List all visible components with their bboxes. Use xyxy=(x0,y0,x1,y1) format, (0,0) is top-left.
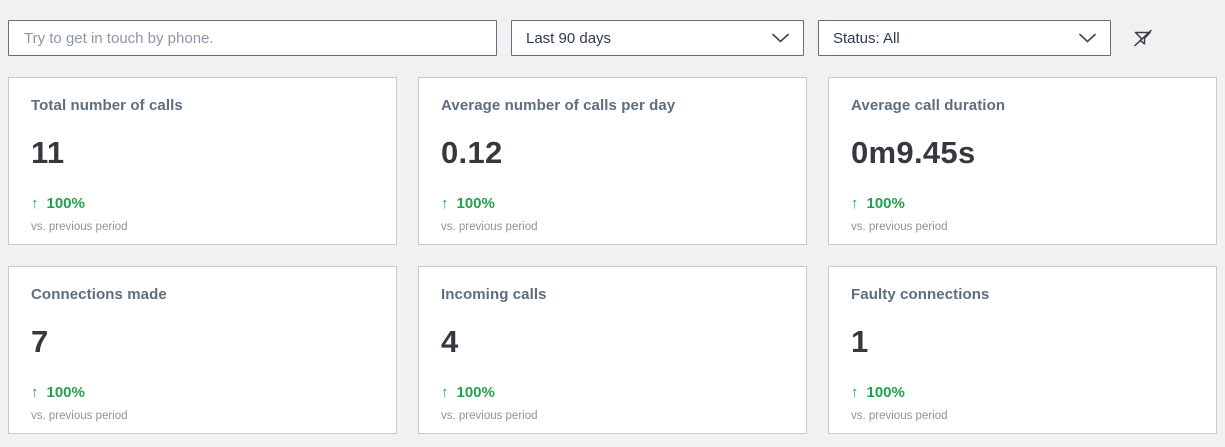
stat-value: 1 xyxy=(851,324,869,359)
stat-title: Average number of calls per day xyxy=(441,97,676,114)
trend-up-icon: ↑ xyxy=(441,384,449,401)
filter-off-icon xyxy=(1131,26,1155,50)
stat-value: 4 xyxy=(441,324,459,359)
trend-up-icon: ↑ xyxy=(851,195,859,212)
stat-value: 0m9.45s xyxy=(851,135,976,170)
trend-up-icon: ↑ xyxy=(851,384,859,401)
stat-comparison: vs. previous period xyxy=(31,221,128,233)
filter-bar: Last 90 days Status: All xyxy=(0,0,1225,56)
stat-trend: ↑ 100% xyxy=(31,195,374,212)
chevron-down-icon xyxy=(1079,33,1096,43)
stat-comparison: vs. previous period xyxy=(441,221,538,233)
date-range-dropdown[interactable]: Last 90 days xyxy=(511,20,804,56)
stat-trend: ↑ 100% xyxy=(441,195,784,212)
clear-filters-button[interactable] xyxy=(1128,23,1158,53)
trend-change: 100% xyxy=(46,384,85,401)
stat-card-incoming-calls: Incoming calls 4 ↑ 100% vs. previous per… xyxy=(418,266,807,434)
trend-change: 100% xyxy=(456,384,495,401)
stat-card-total-calls: Total number of calls 11 ↑ 100% vs. prev… xyxy=(8,77,397,245)
stat-trend: ↑ 100% xyxy=(441,384,784,401)
date-range-value: Last 90 days xyxy=(526,29,612,47)
search-input[interactable] xyxy=(8,20,497,56)
trend-up-icon: ↑ xyxy=(31,195,39,212)
trend-up-icon: ↑ xyxy=(31,384,39,401)
stat-comparison: vs. previous period xyxy=(851,410,948,422)
stat-comparison: vs. previous period xyxy=(851,221,948,233)
chevron-down-icon xyxy=(772,33,789,43)
trend-change: 100% xyxy=(46,195,85,212)
stats-grid: Total number of calls 11 ↑ 100% vs. prev… xyxy=(8,77,1217,434)
trend-change: 100% xyxy=(866,195,905,212)
stat-value: 0.12 xyxy=(441,135,503,170)
stat-card-avg-call-duration: Average call duration 0m9.45s ↑ 100% vs.… xyxy=(828,77,1217,245)
stat-trend: ↑ 100% xyxy=(851,195,1194,212)
stat-title: Average call duration xyxy=(851,97,1006,114)
stat-title: Faulty connections xyxy=(851,286,990,303)
stat-title: Connections made xyxy=(31,286,167,303)
status-value: Status: All xyxy=(833,29,900,47)
status-dropdown[interactable]: Status: All xyxy=(818,20,1111,56)
stat-title: Total number of calls xyxy=(31,97,183,114)
stat-title: Incoming calls xyxy=(441,286,547,303)
stat-trend: ↑ 100% xyxy=(851,384,1194,401)
stat-card-faulty-connections: Faulty connections 1 ↑ 100% vs. previous… xyxy=(828,266,1217,434)
stat-value: 7 xyxy=(31,324,49,359)
trend-change: 100% xyxy=(456,195,495,212)
trend-change: 100% xyxy=(866,384,905,401)
stat-trend: ↑ 100% xyxy=(31,384,374,401)
stat-comparison: vs. previous period xyxy=(31,410,128,422)
trend-up-icon: ↑ xyxy=(441,195,449,212)
stat-card-connections-made: Connections made 7 ↑ 100% vs. previous p… xyxy=(8,266,397,434)
stat-comparison: vs. previous period xyxy=(441,410,538,422)
stat-card-avg-calls-per-day: Average number of calls per day 0.12 ↑ 1… xyxy=(418,77,807,245)
stat-value: 11 xyxy=(31,135,65,170)
